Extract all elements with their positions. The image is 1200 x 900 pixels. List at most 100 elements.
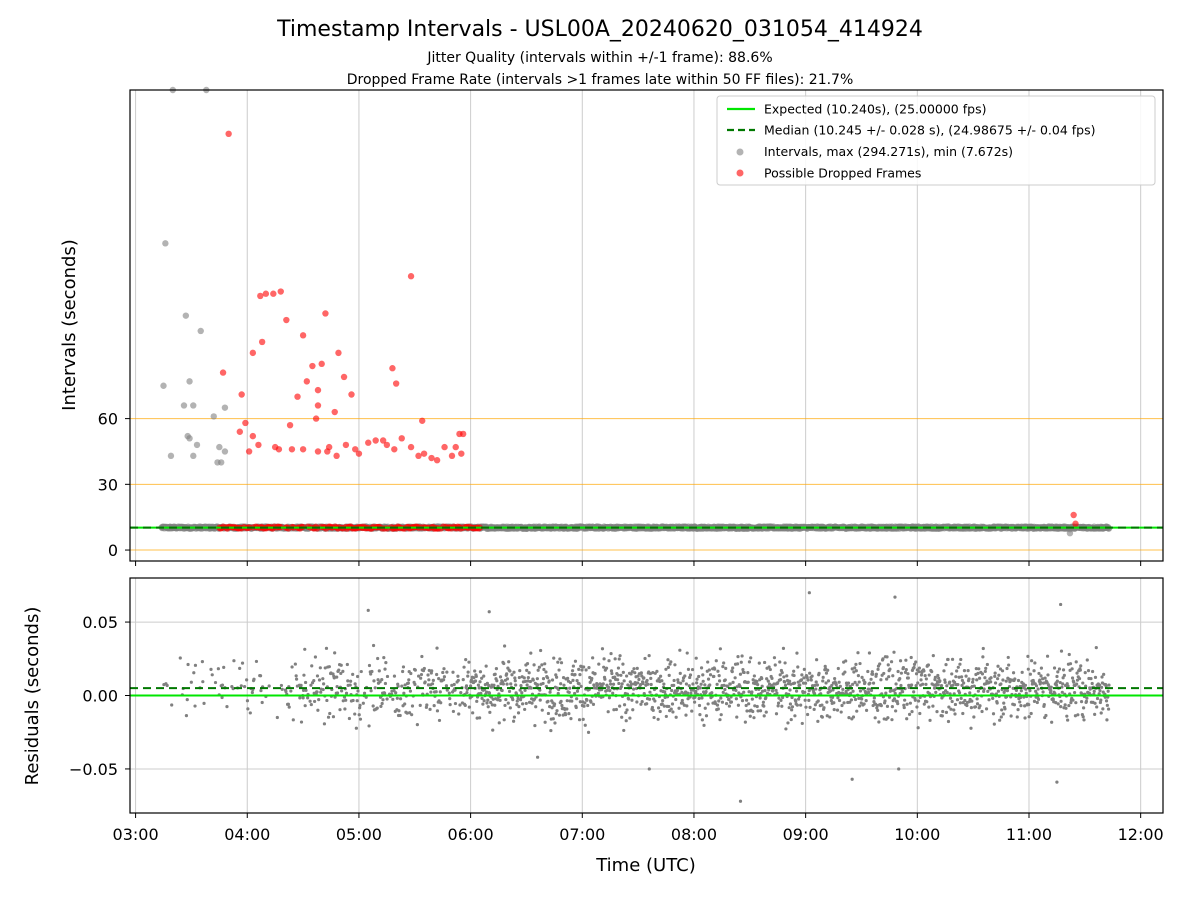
- residual-point: [958, 662, 962, 666]
- residual-point: [432, 704, 436, 708]
- residual-point: [723, 687, 727, 692]
- residual-point: [750, 697, 754, 701]
- residual-point: [860, 697, 864, 701]
- residual-point: [679, 681, 683, 685]
- dropped-frame-point: [286, 421, 294, 429]
- residual-point: [869, 677, 873, 681]
- residual-point: [1032, 699, 1037, 703]
- residuals-plot-frame: [129, 577, 1164, 814]
- residual-point: [743, 720, 747, 724]
- residual-point: [912, 690, 916, 694]
- residual-point: [512, 670, 516, 674]
- residual-point: [906, 672, 910, 676]
- residual-point: [1028, 689, 1032, 693]
- dropped-frame-point: [288, 446, 296, 453]
- residual-point: [1102, 672, 1106, 676]
- residual-point: [972, 684, 976, 688]
- residual-point: [706, 702, 710, 706]
- residual-point: [1035, 700, 1039, 705]
- dropped-frame-point: [322, 310, 329, 317]
- residual-point: [1093, 675, 1098, 679]
- residual-point: [945, 690, 949, 695]
- residual-point: [619, 685, 623, 689]
- residual-point: [312, 679, 316, 683]
- residual-point: [648, 671, 652, 676]
- residual-point: [872, 696, 876, 700]
- residual-point: [625, 708, 629, 712]
- residual-point: [1084, 684, 1088, 688]
- residual-point: [686, 691, 690, 695]
- residual-point: [434, 690, 438, 694]
- residual-point: [1093, 701, 1097, 705]
- residual-point: [1044, 713, 1048, 718]
- residual-point: [674, 697, 678, 702]
- interval-outlier-point: [180, 402, 188, 409]
- residual-point: [487, 691, 492, 695]
- residual-point: [469, 678, 474, 682]
- residual-point: [402, 691, 406, 695]
- residual-point: [391, 697, 395, 701]
- residual-point: [856, 651, 860, 655]
- residual-point: [485, 701, 489, 705]
- residual-point: [760, 689, 765, 693]
- residual-point: [231, 686, 235, 691]
- residual-point: [852, 670, 856, 674]
- residual-point: [510, 673, 514, 677]
- residual-point: [919, 678, 923, 682]
- residual-point: [805, 675, 809, 680]
- residual-point: [676, 678, 680, 682]
- residual-point: [783, 661, 787, 665]
- residual-point: [537, 665, 542, 669]
- residual-point: [944, 710, 949, 714]
- dropped-frame-point: [318, 360, 325, 368]
- residual-point: [520, 691, 524, 695]
- dropped-frame-point: [348, 391, 355, 398]
- dropped-frame-point: [262, 290, 270, 297]
- residual-point: [751, 709, 755, 714]
- residual-point: [959, 657, 963, 662]
- residual-point: [937, 676, 941, 680]
- residual-point: [513, 679, 517, 683]
- residual-point: [905, 702, 909, 706]
- residual-point: [461, 677, 465, 682]
- residual-point: [794, 689, 799, 693]
- residual-point: [842, 701, 846, 705]
- residual-point: [795, 703, 799, 707]
- residual-point: [896, 702, 900, 706]
- residual-point: [778, 660, 782, 664]
- residual-point: [975, 697, 979, 701]
- residual-point: [985, 662, 989, 667]
- residual-point: [482, 699, 486, 703]
- residual-point: [632, 667, 636, 671]
- residual-point: [700, 718, 704, 722]
- dropped-frame-point: [242, 419, 249, 427]
- residual-point: [567, 690, 571, 695]
- residual-point: [586, 730, 591, 734]
- interval-outlier-point: [182, 312, 190, 319]
- residual-point: [776, 704, 780, 708]
- residual-point: [936, 683, 940, 687]
- residual-point: [667, 704, 671, 709]
- residual-point: [721, 690, 725, 695]
- dropped-frame-point: [294, 393, 301, 400]
- residual-point: [755, 704, 759, 709]
- residual-point: [403, 683, 407, 687]
- residual-point: [498, 675, 503, 679]
- residual-point: [755, 679, 759, 684]
- residual-point: [1055, 674, 1059, 679]
- residual-point: [954, 675, 958, 679]
- residual-point: [516, 711, 521, 715]
- residual-point: [802, 676, 806, 680]
- residual-point: [351, 672, 355, 676]
- residual-point: [886, 663, 890, 667]
- residual-point: [807, 698, 811, 703]
- residual-point: [1045, 654, 1050, 658]
- residual-point: [605, 688, 609, 692]
- residual-point: [260, 700, 264, 705]
- residual-point: [636, 674, 640, 678]
- residual-point: [610, 671, 614, 676]
- residual-point: [555, 675, 559, 679]
- residual-point: [1081, 681, 1085, 685]
- residual-point: [653, 699, 657, 703]
- residual-point: [628, 716, 632, 720]
